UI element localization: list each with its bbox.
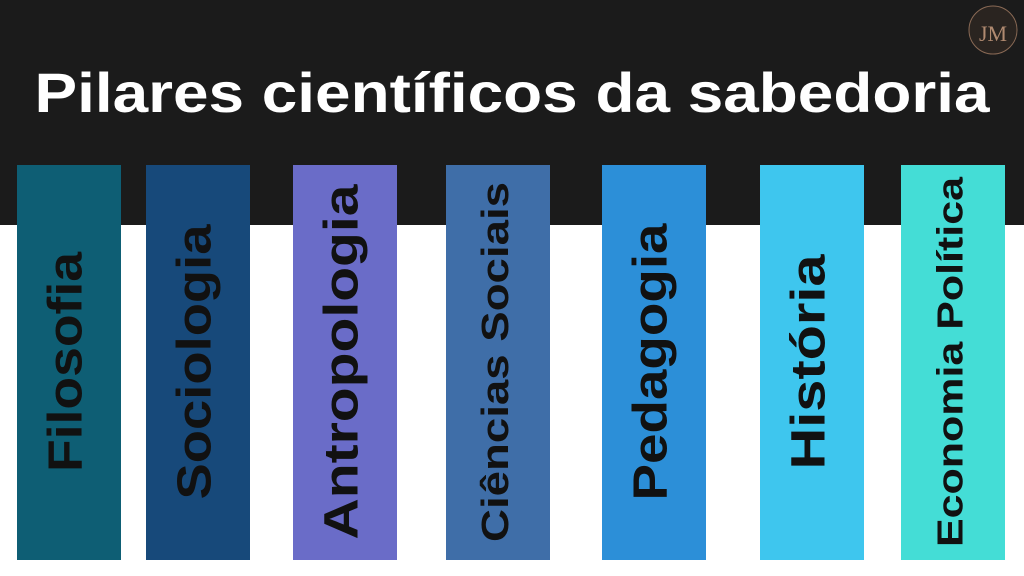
- pillars: Filosofia Sociologia Antropologia Ciências …: [17, 165, 1005, 560]
- logo: JM: [979, 21, 1007, 46]
- pillar: [446, 165, 550, 560]
- pillar: [760, 165, 864, 560]
- pillar-label: Economia Política: [930, 176, 971, 547]
- pillar: [901, 165, 1005, 560]
- pillar-label: Pedagogia: [625, 223, 678, 500]
- pillar-label: Sociologia: [169, 224, 222, 499]
- pillar-label: Filosofia: [40, 252, 93, 472]
- pillar-label: Antropologia: [316, 184, 369, 539]
- pillar: [602, 165, 706, 560]
- pillar-label: História: [783, 254, 836, 469]
- pillar: [293, 165, 397, 560]
- logo-badge: [968, 5, 1018, 55]
- pillar: [17, 165, 121, 560]
- pillar: [146, 165, 250, 560]
- title: Pilares científicos da sabedoria: [35, 61, 991, 124]
- pillar-label: Ciências Sociais: [475, 182, 517, 542]
